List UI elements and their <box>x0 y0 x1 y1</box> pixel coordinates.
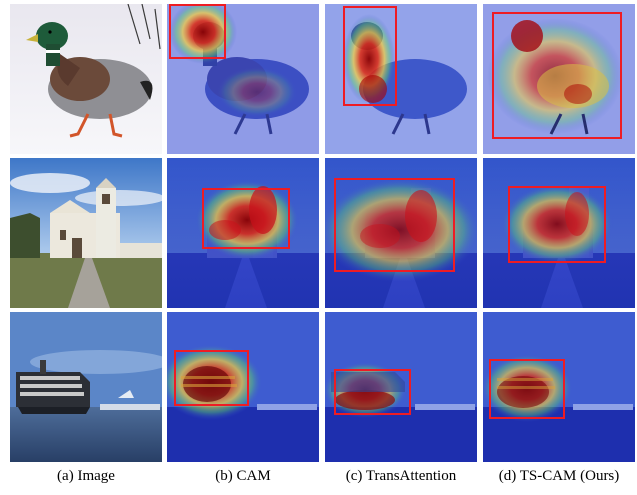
image-church-original <box>10 158 162 308</box>
predicted-box <box>489 359 565 419</box>
cam-church-heatmap <box>167 158 319 308</box>
tscam-duck-heatmap <box>483 4 635 154</box>
cam-duck-heatmap <box>167 4 319 154</box>
predicted-box <box>169 4 226 59</box>
tscam-church-heatmap <box>483 158 635 308</box>
transattention-ship-heatmap <box>325 312 477 462</box>
predicted-box <box>334 178 455 272</box>
tscam-ship-heatmap <box>483 312 635 462</box>
predicted-box <box>343 6 397 106</box>
caption-tscam: (d) TS-CAM (Ours) <box>498 468 620 484</box>
predicted-box <box>334 369 411 415</box>
predicted-box <box>508 186 606 263</box>
caption-transattention: (c) TransAttention <box>345 468 457 484</box>
caption-cam: (b) CAM <box>215 468 271 484</box>
predicted-box <box>174 350 249 406</box>
image-duck-original <box>10 4 162 154</box>
caption-image: (a) Image <box>57 468 115 484</box>
predicted-box <box>492 12 622 139</box>
predicted-box <box>202 188 290 249</box>
transattention-duck-heatmap <box>325 4 477 154</box>
image-ship-original <box>10 312 162 462</box>
cam-ship-heatmap <box>167 312 319 462</box>
transattention-church-heatmap <box>325 158 477 308</box>
